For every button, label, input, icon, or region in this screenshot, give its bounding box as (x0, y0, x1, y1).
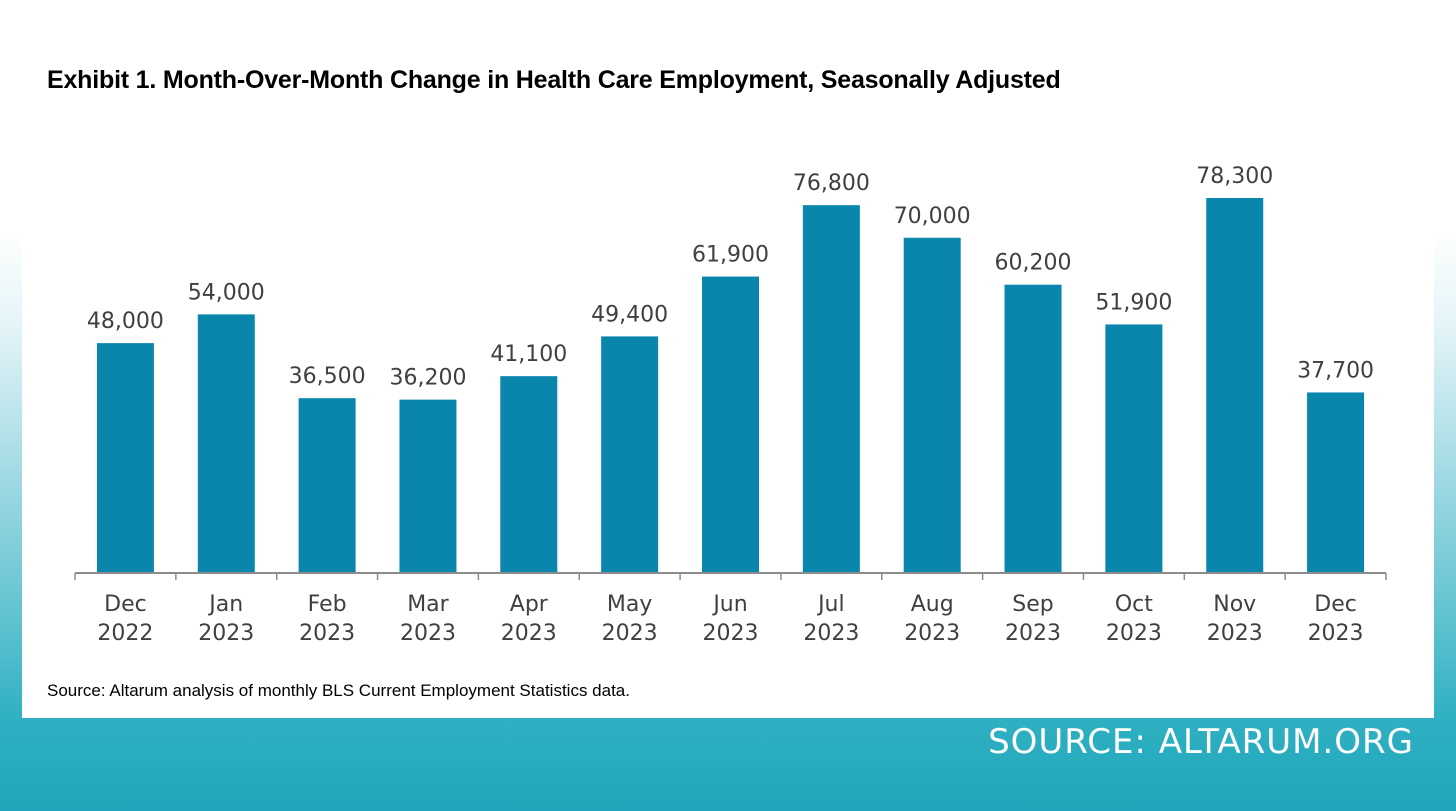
x-tick-label-year: 2022 (97, 621, 153, 646)
bar-jul-2023 (802, 205, 860, 574)
bar-dec-2022 (96, 343, 154, 573)
source-credit: SOURCE: ALTARUM.ORG (988, 722, 1414, 762)
data-label: 78,300 (1196, 164, 1273, 189)
x-tick-label-year: 2023 (703, 621, 759, 646)
data-label: 36,200 (389, 366, 466, 391)
x-tick-label-year: 2023 (299, 621, 355, 646)
x-tick-labels-group: Dec 2022 Jan 2023 Feb 2023 Mar 2023 Apr 2023 May 20… (97, 592, 1363, 646)
data-label: 36,500 (289, 364, 366, 389)
bar-apr-2023 (500, 376, 558, 573)
x-tick-label-month: Jun (711, 592, 747, 617)
x-tick-label-year: 2023 (1207, 621, 1263, 646)
source-note: Source: Altarum analysis of monthly BLS … (47, 681, 630, 700)
bar-jun-2023 (702, 276, 759, 573)
x-tick-label-month: Sep (1012, 592, 1053, 617)
x-tick-label-month: Mar (407, 592, 449, 617)
x-tick-label-year: 2023 (904, 621, 960, 646)
data-label: 51,900 (1095, 290, 1172, 315)
x-tick-label-month: Jul (816, 592, 845, 617)
data-label: 76,800 (793, 171, 870, 196)
bar-feb-2023 (298, 398, 356, 573)
data-label: 41,100 (490, 342, 567, 367)
data-label: 61,900 (692, 243, 769, 268)
x-tick-label-year: 2023 (400, 621, 456, 646)
x-tick-label-year: 2023 (1308, 621, 1364, 646)
x-tick-label-year: 2023 (501, 621, 557, 646)
bar-sep-2023 (1004, 284, 1062, 573)
x-tick-label-month: Dec (1314, 592, 1357, 617)
data-label: 70,000 (894, 204, 971, 229)
x-tick-label-year: 2023 (198, 621, 254, 646)
data-label: 60,200 (995, 251, 1072, 276)
x-tick-label-year: 2023 (1106, 621, 1162, 646)
data-label: 54,000 (188, 280, 265, 305)
x-tick-label-month: Jan (207, 592, 243, 617)
x-tick-label-month: Oct (1115, 592, 1153, 617)
bar-oct-2023 (1105, 324, 1163, 573)
x-tick-label-month: Nov (1213, 592, 1256, 617)
x-tick-label-year: 2023 (803, 621, 859, 646)
data-label: 49,400 (591, 302, 668, 327)
bars-group (96, 198, 1365, 574)
x-axis (74, 572, 1387, 580)
bar-jan-2023 (197, 314, 255, 573)
chart-title: Exhibit 1. Month-Over-Month Change in He… (47, 66, 1061, 94)
data-label: 37,700 (1297, 358, 1374, 383)
bar-mar-2023 (399, 399, 457, 573)
bar-dec-2023 (1307, 392, 1365, 573)
x-tick-label-year: 2023 (602, 621, 658, 646)
bar-nov-2023 (1206, 198, 1264, 573)
x-tick-label-month: Apr (510, 592, 549, 617)
value-labels-group: 48,000 54,000 36,500 36,200 41,100 49,400 61,9… (87, 164, 1374, 391)
bar-aug-2023 (903, 237, 961, 573)
x-tick-label-year: 2023 (1005, 621, 1061, 646)
data-label: 48,000 (87, 309, 164, 334)
x-tick-label-month: Feb (308, 592, 347, 617)
x-tick-label-month: Dec (104, 592, 147, 617)
x-tick-label-month: May (607, 592, 652, 617)
bar-may-2023 (601, 336, 659, 573)
x-tick-label-month: Aug (911, 592, 954, 617)
